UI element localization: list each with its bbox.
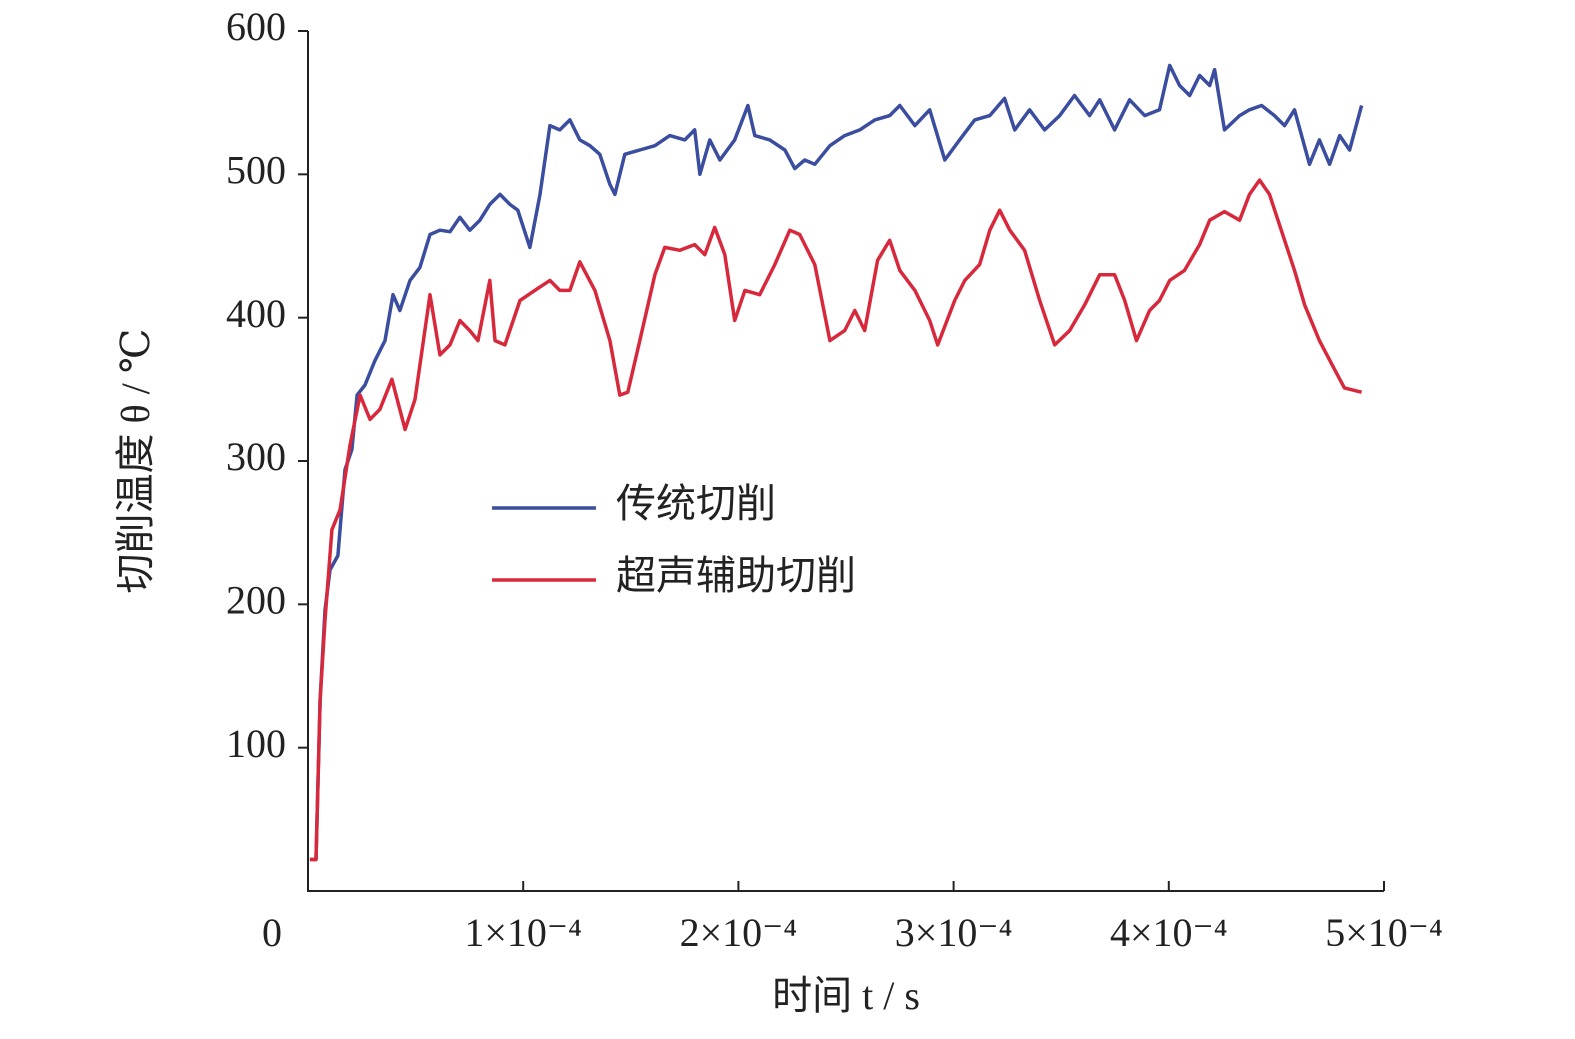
- y-tick-label: 400: [226, 291, 286, 336]
- data-line: [309, 178, 1363, 862]
- x-tick-label: 2×10⁻⁴: [680, 910, 798, 955]
- x-axis-label: 时间 t / s: [772, 973, 920, 1018]
- x-tick-label: 0: [262, 910, 282, 955]
- x-tick-label: 1×10⁻⁴: [464, 910, 582, 955]
- legend-label: 传统切削: [616, 481, 776, 526]
- legend-label: 超声辅助切削: [616, 553, 856, 598]
- x-tick-label: 5×10⁻⁴: [1325, 910, 1443, 955]
- y-tick-label: 300: [226, 434, 286, 479]
- data-line: [309, 63, 1364, 862]
- x-tick-label: 3×10⁻⁴: [895, 910, 1013, 955]
- y-tick-label: 200: [226, 578, 286, 623]
- y-tick-label: 500: [226, 148, 286, 193]
- y-tick-label: 600: [226, 4, 286, 49]
- y-tick-label: 100: [226, 721, 286, 766]
- y-axis-label: 切削温度 θ / ℃: [113, 328, 158, 593]
- x-tick-label: 4×10⁻⁴: [1110, 910, 1228, 955]
